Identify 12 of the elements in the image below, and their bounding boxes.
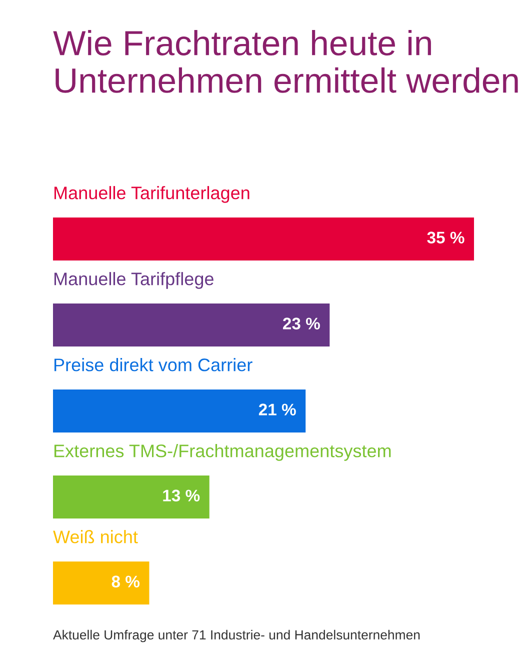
y-tick-label: Weiß nicht (53, 530, 138, 544)
y-tick-label: Preise direkt vom Carrier (54, 358, 252, 372)
data-label: 23 % (282, 318, 320, 330)
y-tick-label: Manuelle Tarifpflege (54, 272, 214, 289)
data-label: 35 % (427, 232, 464, 244)
data-label: 21 % (258, 404, 296, 416)
data-label: 13 % (163, 490, 200, 502)
chart-title: Wie Frachtraten heute in Unternehmen ermittelt werden (53, 30, 518, 93)
y-tick-label: Manuelle Tarifunterlagen (54, 186, 250, 203)
text: Aktuelle Umfrage unter 71 Industrie- und Handelsunternehmen (53, 630, 420, 642)
data-label: 8 % (112, 576, 140, 588)
y-tick-label: Externes TMS-/Frachtmanagementsystem (54, 444, 391, 461)
